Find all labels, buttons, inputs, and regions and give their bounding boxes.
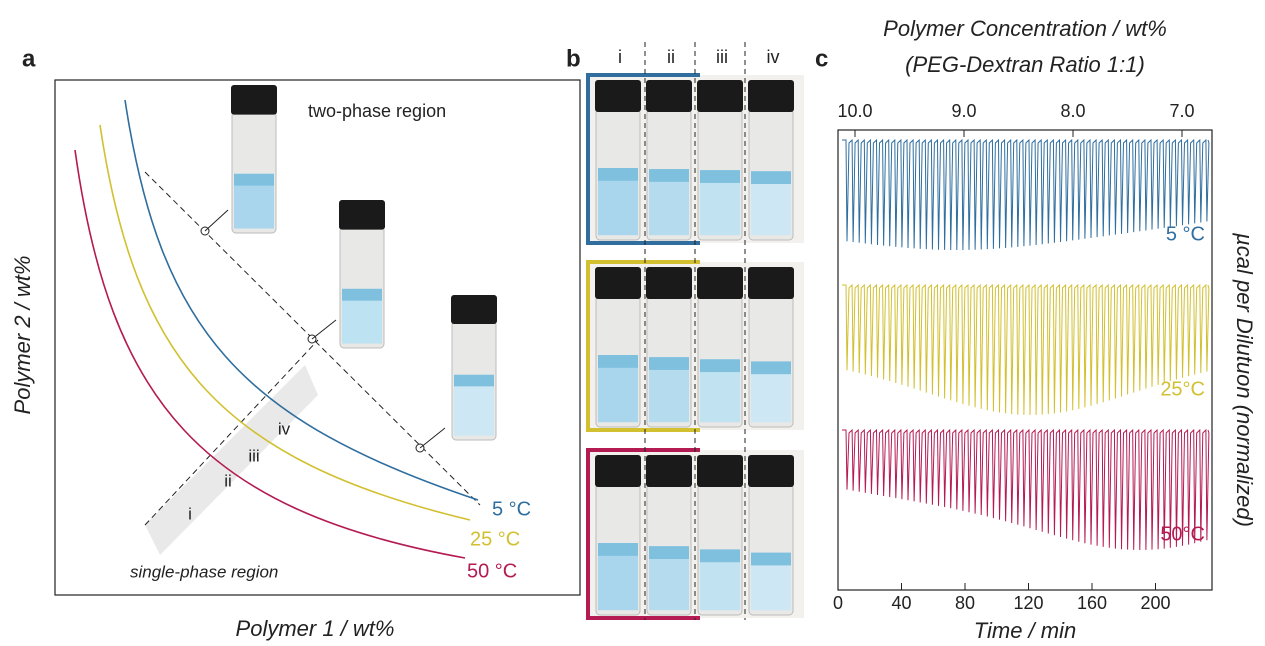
top-tick-label: 9.0 [951, 101, 976, 121]
vial-cap [595, 267, 641, 299]
vial-upper-blue [751, 361, 791, 375]
dilution-line [144, 339, 319, 526]
vial-upper-blue [598, 168, 638, 181]
vial-upper-blue [649, 169, 689, 182]
vial-upper-blue [700, 549, 740, 563]
vial-upper-blue [700, 170, 740, 183]
vial-upper-blue [649, 546, 689, 559]
vial-upper-blue [751, 552, 791, 566]
point-label: iv [278, 419, 291, 438]
measurement-strip [145, 365, 318, 555]
trace-label: 50°C [1160, 523, 1205, 545]
vial-upper-blue [700, 359, 740, 373]
phase-boundary [74, 149, 466, 559]
top-axis-label: (PEG-Dextran Ratio 1:1) [905, 52, 1145, 77]
x-axis-label: Time / min [974, 618, 1076, 643]
column-label: iv [767, 47, 780, 67]
trace-label: 25°C [1160, 378, 1205, 400]
vial-cap [697, 267, 743, 299]
curve-label: 25 °C [470, 528, 520, 550]
vial-cap [697, 455, 743, 487]
leader [419, 427, 446, 449]
x-axis-label: Polymer 1 / wt% [236, 616, 395, 641]
panel-c-frame [837, 129, 1213, 591]
bottom-tick-label: 200 [1140, 593, 1170, 613]
leader [204, 209, 229, 232]
region-label: single-phase region [130, 562, 278, 581]
vial-cap [451, 295, 497, 324]
vial-upper-blue [454, 374, 494, 387]
phase-boundary [99, 124, 471, 521]
vial-upper-blue [751, 171, 791, 184]
panel-label: c [815, 45, 828, 72]
leader [311, 319, 337, 340]
curve-label: 50 °C [467, 560, 517, 582]
vial-cap [339, 200, 385, 230]
row-frame [586, 448, 700, 620]
top-tick-label: 10.0 [837, 101, 872, 121]
vial-cap [646, 80, 692, 112]
panel-a-frame [54, 79, 581, 596]
region-label: two-phase region [308, 101, 446, 121]
row-frame [586, 260, 700, 432]
bottom-tick-label: 80 [955, 593, 975, 613]
phase-boundary [124, 99, 479, 501]
bottom-tick-label: 120 [1013, 593, 1043, 613]
panel-label: a [22, 45, 36, 72]
point-label: ii [224, 471, 232, 490]
y-axis-label: Polymer 2 / wt% [10, 256, 35, 415]
itc-trace [842, 283, 1210, 416]
itc-trace [842, 428, 1210, 551]
itc-trace [842, 138, 1210, 251]
vial-cap [595, 455, 641, 487]
point-label: i [188, 504, 192, 523]
column-label: i [618, 47, 622, 67]
vial-cap [646, 455, 692, 487]
top-axis-label: Polymer Concentration / wt% [883, 16, 1167, 41]
panel-label: b [566, 45, 581, 72]
vial-upper-blue [598, 543, 638, 556]
vial-upper-blue [234, 173, 274, 186]
vial-upper-blue [598, 355, 638, 368]
vial-cap [231, 85, 277, 115]
vial-cap [646, 267, 692, 299]
curve-label: 5 °C [492, 498, 531, 520]
vial-upper-blue [342, 288, 382, 301]
bottom-tick-label: 160 [1077, 593, 1107, 613]
vial-upper-blue [649, 357, 689, 370]
vial-cap [748, 80, 794, 112]
vial-cap [595, 80, 641, 112]
top-tick-label: 7.0 [1169, 101, 1194, 121]
top-tick-label: 8.0 [1060, 101, 1085, 121]
column-label: ii [667, 47, 675, 67]
trace-label: 5 °C [1166, 223, 1205, 245]
y-axis-label: µcal per Dilutuon (normalized) [1232, 232, 1257, 527]
bottom-tick-label: 40 [891, 593, 911, 613]
bottom-tick-label: 0 [833, 593, 843, 613]
row-frame [586, 73, 700, 245]
vial-cap [697, 80, 743, 112]
point-label: iii [248, 446, 259, 465]
vial-cap [748, 455, 794, 487]
column-label: iii [716, 47, 728, 67]
vial-cap [748, 267, 794, 299]
